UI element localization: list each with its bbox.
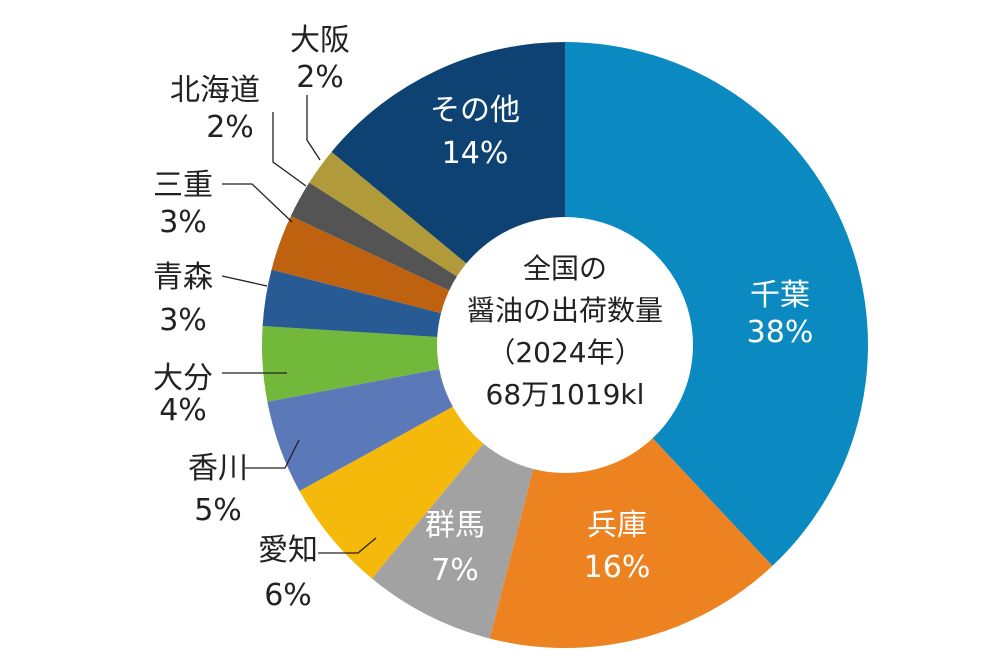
slice-label: 大分	[153, 361, 213, 396]
leader-line-香川	[245, 439, 300, 469]
slice-value-label: 14%	[442, 136, 509, 171]
slice-label: 北海道	[170, 73, 260, 108]
slice-千葉	[565, 42, 869, 566]
slice-label: 兵庫	[587, 508, 647, 543]
slice-label: 香川	[188, 451, 248, 486]
slice-value-label: 38%	[747, 315, 814, 350]
slice-value-label: 2%	[206, 110, 254, 145]
slice-label: 青森	[153, 260, 213, 295]
slice-青森	[262, 269, 442, 337]
slice-value-label: 2%	[296, 60, 344, 95]
leader-line-北海道	[272, 112, 307, 187]
slice-三重	[271, 215, 450, 314]
leader-line-青森	[221, 275, 268, 287]
slice-label: 三重	[153, 168, 213, 203]
slice-群馬	[371, 443, 534, 639]
slice-香川	[267, 368, 453, 491]
slice-愛知	[299, 406, 484, 579]
slice-兵庫	[489, 438, 773, 649]
slice-その他	[331, 42, 565, 264]
slice-label: 大阪	[290, 23, 350, 58]
center-title-line: 醤油の出荷数量	[467, 294, 663, 327]
slice-value-label: 5%	[194, 493, 242, 528]
slice-大阪	[309, 151, 467, 277]
slice-label: 群馬	[425, 508, 485, 543]
center-title-line: 全国の	[523, 252, 607, 285]
slice-label: 愛知	[258, 533, 318, 568]
slice-value-label: 7%	[431, 553, 479, 588]
slice-label: その他	[430, 93, 520, 128]
slice-大分	[262, 325, 440, 402]
slice-北海道	[290, 182, 457, 291]
leader-line-三重	[222, 183, 293, 223]
center-title-line: 68万1019kl	[486, 378, 645, 411]
slice-value-label: 4%	[159, 393, 207, 428]
slice-label: 千葉	[750, 278, 810, 313]
center-title-line: （2024年）	[487, 336, 642, 369]
slice-value-label: 3%	[159, 303, 207, 338]
slice-value-label: 6%	[264, 578, 312, 613]
slice-value-label: 3%	[159, 205, 207, 240]
slice-value-label: 16%	[584, 550, 651, 585]
leader-line-大阪	[306, 95, 321, 161]
leader-line-愛知	[318, 537, 377, 554]
